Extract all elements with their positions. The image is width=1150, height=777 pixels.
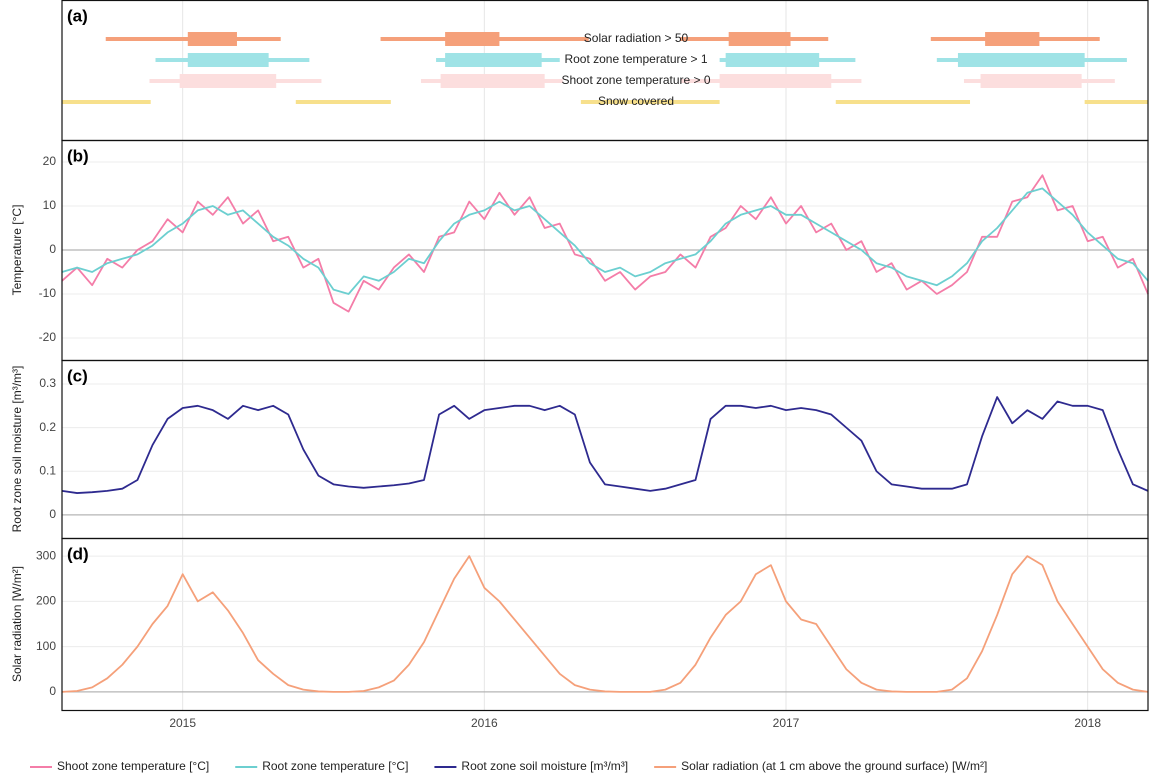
legend-item: Shoot zone temperature [°C] xyxy=(30,759,209,773)
panel-label: (a) xyxy=(67,6,88,25)
y-tick-label: 0 xyxy=(49,507,56,521)
y-tick-label: 0.1 xyxy=(39,463,56,477)
panel-label: (d) xyxy=(67,544,89,563)
interval-thin xyxy=(295,100,391,104)
x-tick-label: 2018 xyxy=(1074,716,1101,730)
interval-thick xyxy=(985,32,1040,46)
interval-thick xyxy=(728,32,791,46)
y-tick-label: 0.2 xyxy=(39,420,56,434)
interval-thick xyxy=(440,74,545,88)
y-tick-label: 0 xyxy=(49,684,56,698)
y-tick-label: 20 xyxy=(43,154,57,168)
x-tick-label: 2015 xyxy=(169,716,196,730)
interval-thin xyxy=(1084,100,1148,104)
series-line xyxy=(61,174,1149,313)
y-tick-label: 300 xyxy=(36,548,56,562)
row-label: Root zone temperature > 1 xyxy=(564,52,707,66)
legend-item: Solar radiation (at 1 cm above the groun… xyxy=(654,759,987,773)
y-tick-label: 100 xyxy=(36,639,56,653)
interval-thick xyxy=(980,74,1082,88)
interval-thick xyxy=(445,53,542,67)
interval-thick xyxy=(187,53,269,67)
interval-thick xyxy=(719,74,832,88)
x-tick-label: 2017 xyxy=(773,716,800,730)
legend-label: Shoot zone temperature [°C] xyxy=(57,759,209,773)
panel-border xyxy=(61,0,1149,142)
series-line xyxy=(61,396,1149,494)
panel-border xyxy=(61,537,1149,712)
series-line xyxy=(61,187,1149,295)
interval-thin xyxy=(62,100,151,104)
y-tick-label: -20 xyxy=(39,330,57,344)
panel-label: (b) xyxy=(67,146,89,165)
legend-label: Solar radiation (at 1 cm above the groun… xyxy=(681,759,987,773)
interval-thin xyxy=(835,100,971,104)
y-tick-label: 200 xyxy=(36,594,56,608)
y-tick-label: 0 xyxy=(49,242,56,256)
panel-border xyxy=(61,359,1149,540)
y-tick-label: 0.3 xyxy=(39,376,56,390)
interval-thick xyxy=(187,32,237,46)
legend-label: Root zone soil moisture [m³/m³] xyxy=(461,759,628,773)
x-tick-label: 2016 xyxy=(471,716,498,730)
series-line xyxy=(61,555,1149,693)
y-axis-title: Root zone soil moisture [m³/m³] xyxy=(10,366,24,533)
interval-thick xyxy=(445,32,500,46)
interval-thick xyxy=(179,74,277,88)
legend-item: Root zone temperature [°C] xyxy=(235,759,408,773)
panel-label: (c) xyxy=(67,366,88,385)
y-tick-label: 10 xyxy=(43,198,57,212)
interval-thick xyxy=(957,53,1085,67)
row-label: Shoot zone temperature > 0 xyxy=(561,73,710,87)
y-axis-title: Solar radiation [W/m²] xyxy=(10,566,24,682)
row-label: Snow covered xyxy=(598,94,674,108)
y-axis-title: Temperature [°C] xyxy=(10,205,24,296)
legend-item: Root zone soil moisture [m³/m³] xyxy=(434,759,628,773)
y-tick-label: -10 xyxy=(39,286,57,300)
legend-label: Root zone temperature [°C] xyxy=(262,759,408,773)
row-label: Solar radiation > 50 xyxy=(584,31,689,45)
interval-thick xyxy=(725,53,820,67)
interval-thin xyxy=(580,100,720,104)
